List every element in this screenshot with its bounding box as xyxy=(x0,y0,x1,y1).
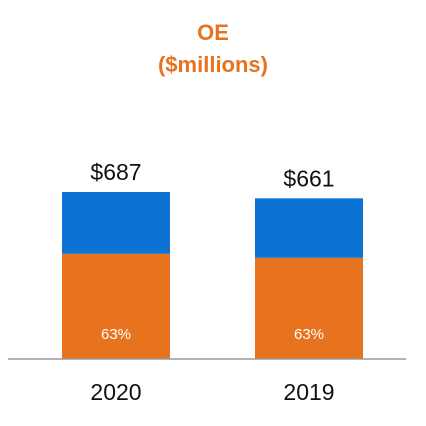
chart-subtitle: ($millions) xyxy=(158,52,268,77)
segment-share-label-2020: 63% xyxy=(101,326,131,343)
segment-share-label-2019: 63% xyxy=(294,326,324,343)
chart-title: OE xyxy=(197,20,229,45)
category-label-2019: 2019 xyxy=(283,379,334,405)
category-label-2020: 2020 xyxy=(90,379,141,405)
bars-group: 63% $687 2020 63% $661 2019 xyxy=(62,159,363,405)
bar-2020-segment-0 xyxy=(62,253,170,359)
bar-total-label-2020: $687 xyxy=(90,159,141,185)
bar-2020-segment-1 xyxy=(62,192,170,254)
bar-2019-segment-0 xyxy=(255,257,363,359)
bar-total-label-2019: $661 xyxy=(283,165,334,191)
bar-2019-segment-1 xyxy=(255,198,363,258)
